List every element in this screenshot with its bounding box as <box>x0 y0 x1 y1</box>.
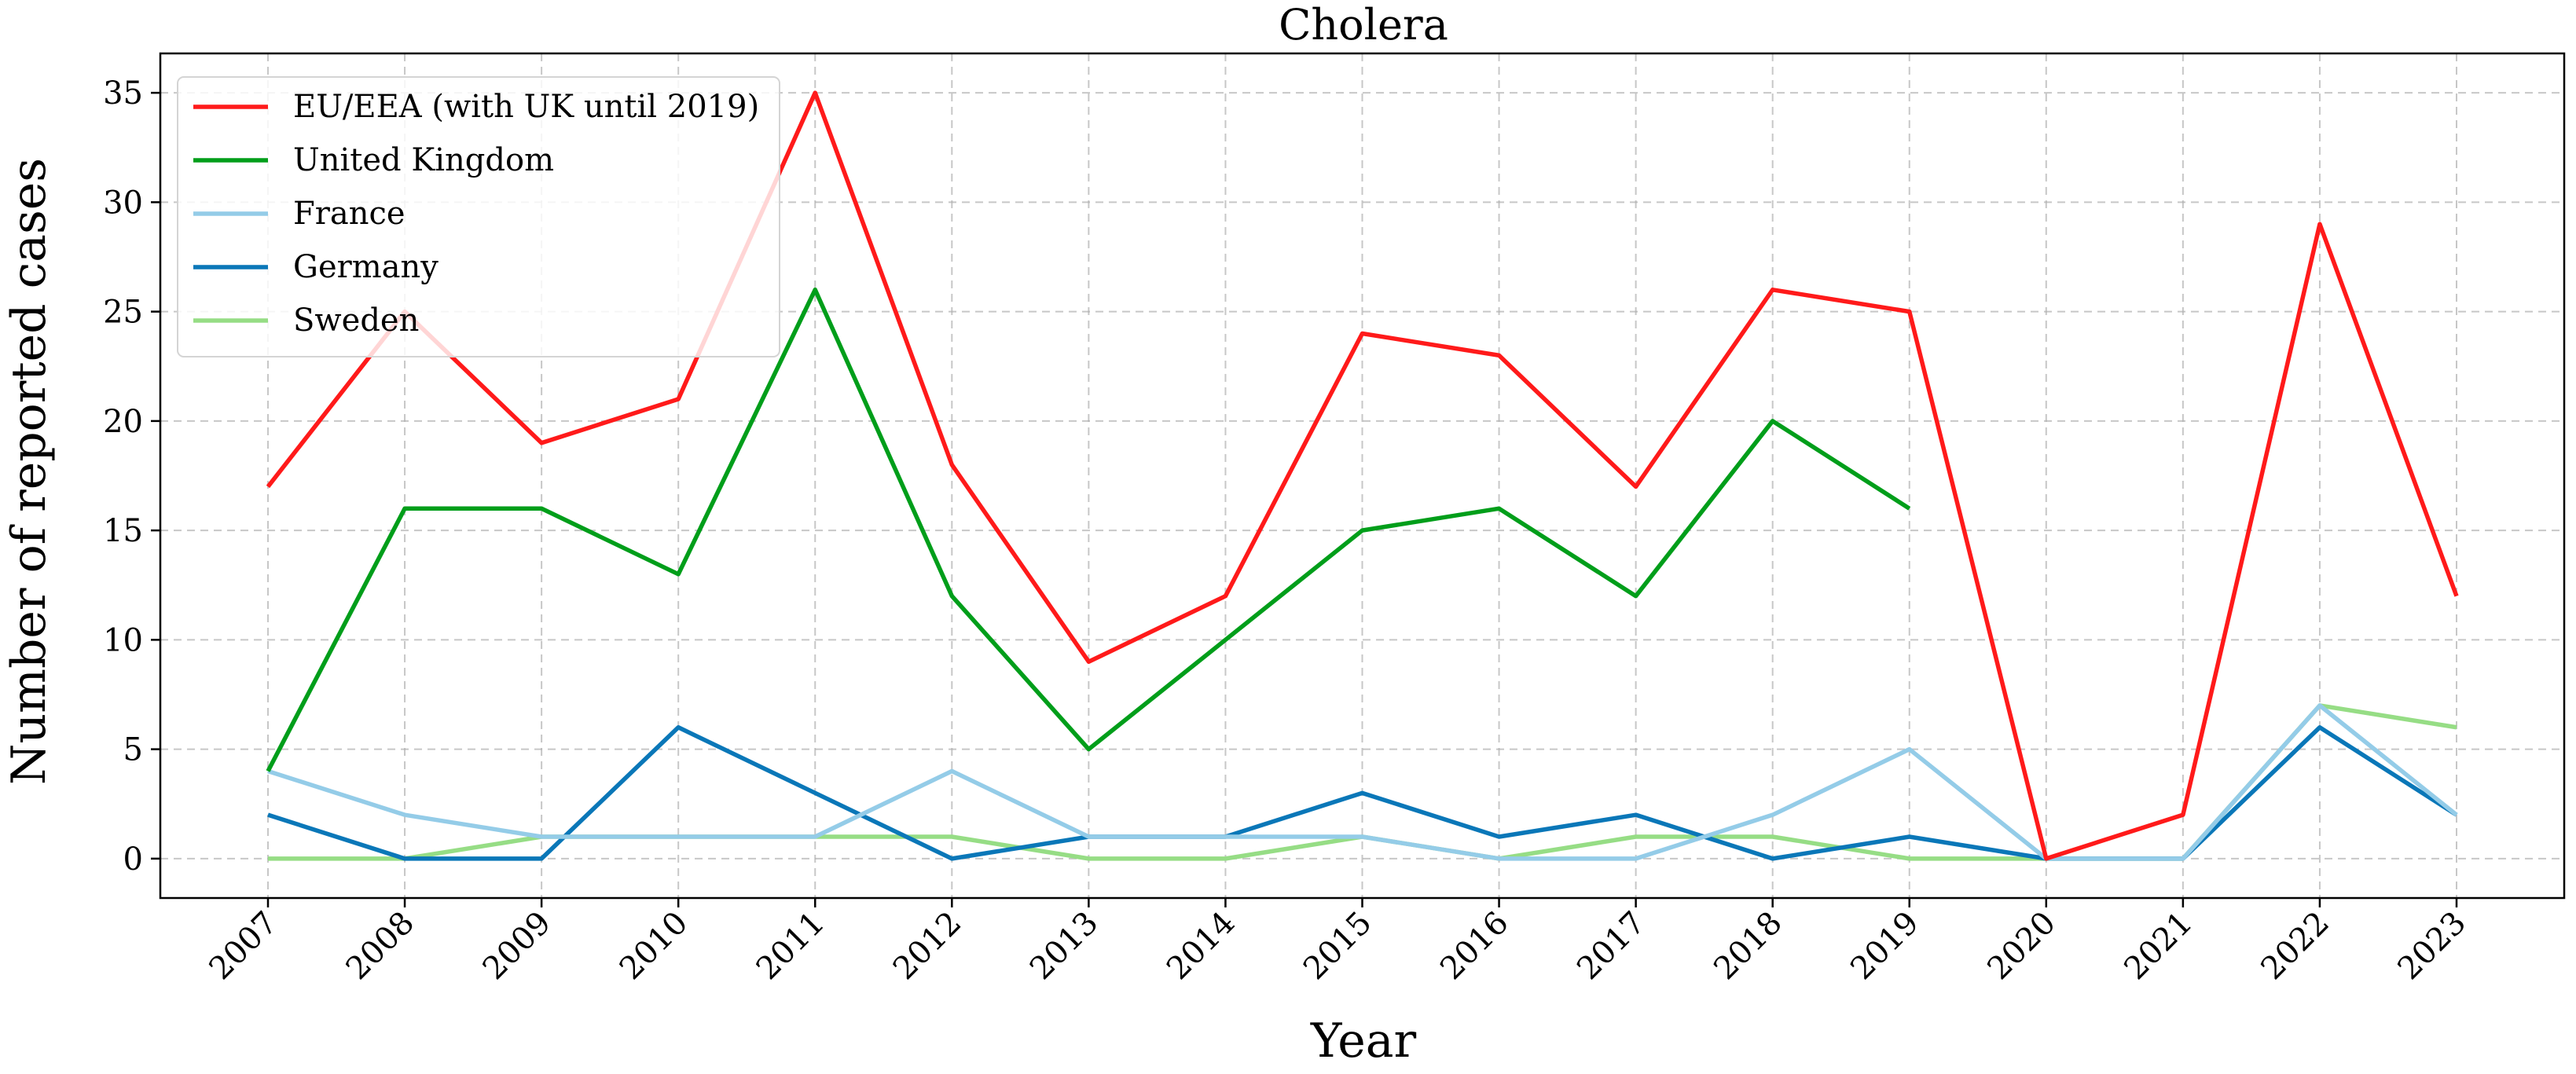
x-tick-label: 2011 <box>750 905 832 988</box>
series-layer <box>266 90 2459 861</box>
chart-title: Cholera <box>1279 0 1448 49</box>
x-tick-label: 2007 <box>203 905 285 988</box>
legend-label: Sweden <box>293 302 419 339</box>
legend: EU/EEA (with UK until 2019) United Kingdo… <box>177 76 780 357</box>
y-tick-label: 0 <box>123 841 143 878</box>
y-tick-label: 15 <box>103 513 143 549</box>
x-tick-label: 2015 <box>1297 905 1379 988</box>
series-line-united-kingdom <box>266 288 1911 772</box>
x-tick-label: 2023 <box>2391 905 2474 988</box>
series-line-france <box>267 703 2458 861</box>
x-tick-label: 2016 <box>1433 905 1516 988</box>
series-line-eu-eea-with-uk-until-2019 <box>266 90 2459 861</box>
legend-label: EU/EEA (with UK until 2019) <box>293 89 759 125</box>
x-tick-label: 2018 <box>1707 905 1789 988</box>
y-tick-label: 5 <box>123 732 143 768</box>
x-axis-label: Year <box>1310 1014 1417 1069</box>
x-tick-label: 2019 <box>1844 905 1926 988</box>
y-tick-label: 20 <box>103 404 143 440</box>
y-tick-label: 25 <box>103 295 143 331</box>
x-tick-label: 2022 <box>2255 905 2337 988</box>
legend-box <box>177 76 780 357</box>
x-tick-label: 2014 <box>1160 905 1242 988</box>
y-tick-label: 10 <box>103 622 143 658</box>
y-tick-label: 30 <box>103 185 143 221</box>
x-tick-label: 2008 <box>339 905 422 988</box>
x-tick-label: 2017 <box>1570 905 1653 988</box>
x-tick-label: 2012 <box>886 905 969 988</box>
legend-label: France <box>293 196 405 232</box>
series-line-germany <box>267 725 2458 861</box>
x-tick-label: 2009 <box>476 905 559 988</box>
x-tick-label: 2013 <box>1023 905 1106 988</box>
x-tick-label: 2010 <box>613 905 695 988</box>
y-axis-label: Number of reported cases <box>2 158 57 785</box>
x-tick-label: 2020 <box>1980 905 2063 988</box>
legend-label: United Kingdom <box>293 142 554 178</box>
x-tick-label: 2021 <box>2117 905 2200 988</box>
y-tick-label: 35 <box>103 75 143 112</box>
legend-label: Germany <box>293 249 439 285</box>
